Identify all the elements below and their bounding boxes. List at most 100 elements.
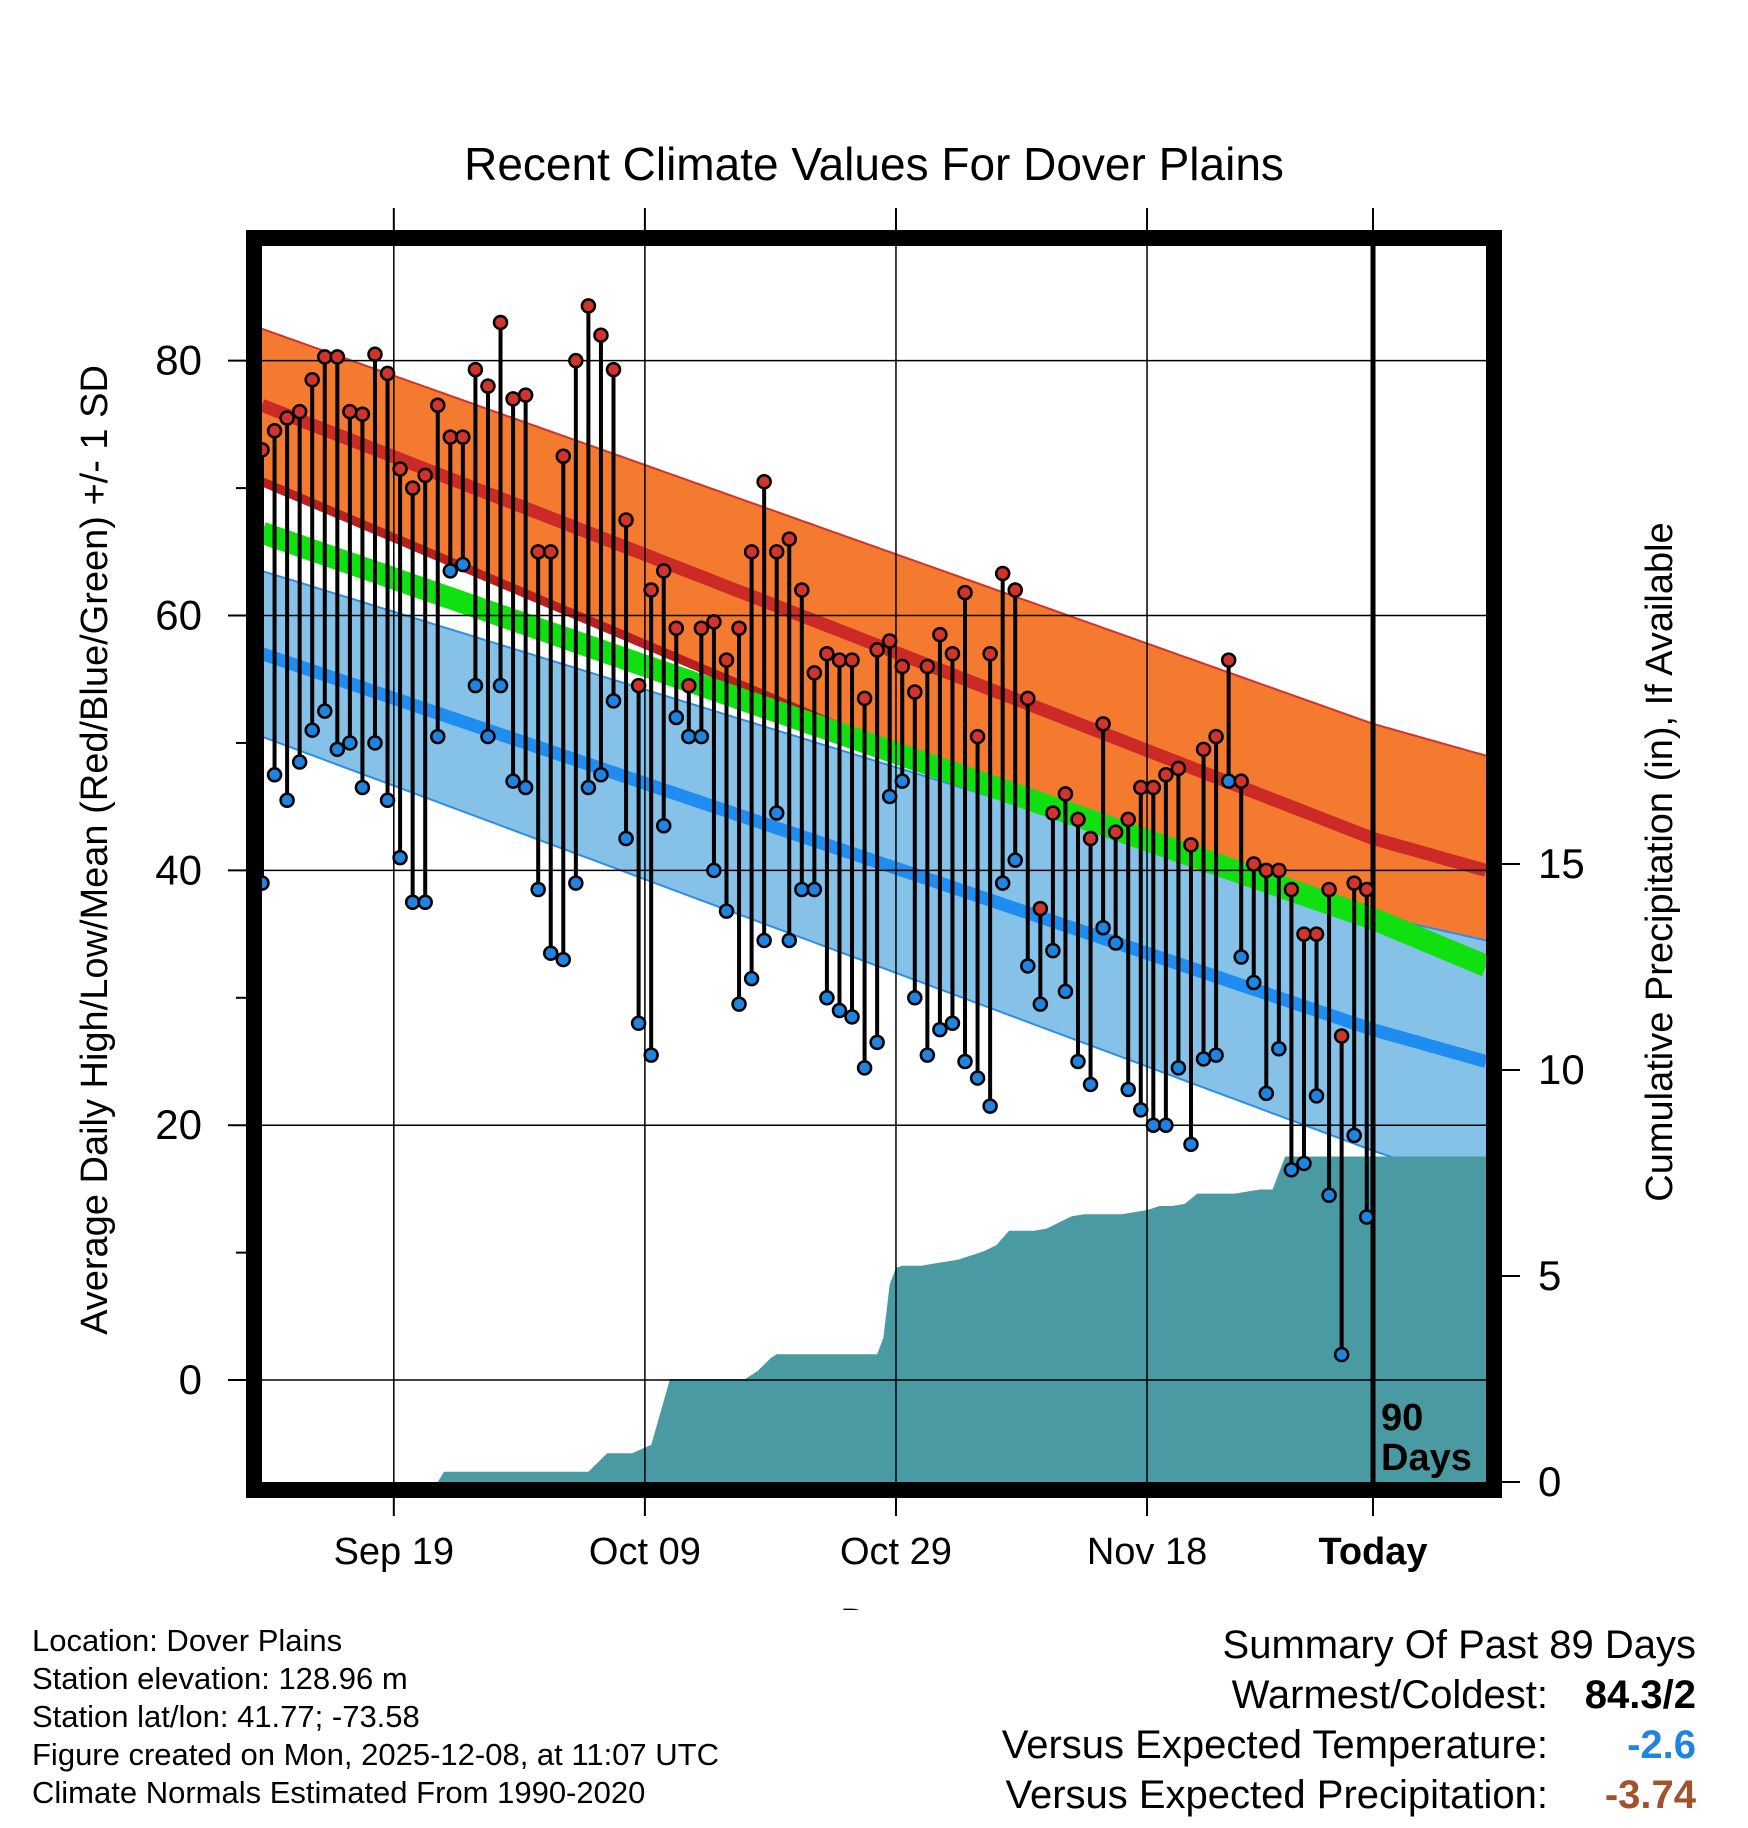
y-tick-label: 60 xyxy=(155,592,202,639)
daily-low-point xyxy=(668,709,685,726)
daily-high-point xyxy=(756,473,772,490)
daily-high-point xyxy=(404,480,421,496)
daily-low-point xyxy=(806,881,823,898)
daily-high-point xyxy=(317,349,333,365)
y-axis-label: Average Daily High/Low/Mean (Red/Blue/Gr… xyxy=(74,365,116,1335)
daily-high-point xyxy=(957,584,973,601)
precip-area xyxy=(262,1156,1486,1482)
daily-low-point xyxy=(1057,983,1074,1000)
daily-low-point xyxy=(718,903,735,919)
daily-high-point xyxy=(806,665,823,681)
daily-high-point xyxy=(655,563,672,579)
y2-tick-label: 0 xyxy=(1538,1458,1561,1505)
daily-low-point xyxy=(655,818,672,834)
daily-low-point xyxy=(1032,996,1049,1012)
daily-low-point xyxy=(781,932,798,949)
daily-high-point xyxy=(731,620,747,637)
daily-low-point xyxy=(1045,942,1061,959)
today-days-label: Days xyxy=(1381,1437,1472,1479)
daily-high-point xyxy=(618,512,634,528)
daily-high-point xyxy=(605,361,622,378)
daily-high-point xyxy=(869,642,885,658)
daily-high-point xyxy=(1170,760,1187,777)
y-tick-label: 80 xyxy=(155,337,202,384)
daily-high-point xyxy=(392,461,408,477)
high-sd-upper-line xyxy=(261,327,1487,757)
daily-low-point xyxy=(1158,1117,1174,1133)
warm-cold-label: Warmest/Coldest: xyxy=(1231,1673,1548,1717)
info-normals: Climate Normals Estimated From 1990-2020 xyxy=(32,1775,646,1810)
daily-high-point xyxy=(291,403,308,420)
summary-title: Summary Of Past 89 Days xyxy=(1222,1623,1696,1667)
daily-high-point xyxy=(1120,811,1136,828)
daily-high-point xyxy=(1070,811,1086,828)
daily-low-point xyxy=(693,728,710,745)
daily-low-point xyxy=(869,1034,885,1051)
daily-low-point xyxy=(417,894,433,910)
summary-precip: Versus Expected Precipitation: -3.74 xyxy=(1002,1770,1696,1820)
daily-high-point xyxy=(1107,824,1124,840)
daily-high-point xyxy=(944,646,961,662)
daily-low-point xyxy=(743,970,760,987)
daily-low-point xyxy=(844,1009,860,1025)
daily-low-point xyxy=(1233,949,1249,965)
daily-high-point xyxy=(455,429,471,445)
daily-high-point xyxy=(342,403,358,420)
x-tick-label: Oct 09 xyxy=(589,1531,701,1573)
plot-frame xyxy=(246,230,1502,1498)
daily-low-point xyxy=(919,1047,936,1063)
low-mean-line xyxy=(259,647,1488,1068)
daily-low-point xyxy=(1321,1187,1337,1204)
daily-low-point xyxy=(542,945,559,961)
daily-low-point xyxy=(392,849,408,866)
daily-low-point xyxy=(731,996,747,1012)
daily-low-point xyxy=(856,1060,873,1076)
daily-high-point xyxy=(430,397,446,414)
daily-high-point xyxy=(794,582,810,598)
avg-mean-line xyxy=(258,522,1491,977)
daily-high-point xyxy=(354,406,371,422)
daily-high-point xyxy=(982,646,998,662)
daily-high-point xyxy=(1321,881,1337,898)
daily-low-point xyxy=(1120,1081,1136,1098)
warm-cold-value: 84.3/2 xyxy=(1584,1673,1696,1717)
daily-low-point xyxy=(1095,919,1111,936)
daily-low-point xyxy=(580,779,597,796)
daily-low-point xyxy=(1133,1102,1149,1118)
daily-high-point xyxy=(643,582,659,598)
daily-low-point xyxy=(266,767,283,783)
daily-high-point xyxy=(1258,862,1275,879)
daily-low-point xyxy=(618,830,634,847)
daily-low-point xyxy=(555,951,572,968)
daily-high-point xyxy=(517,387,534,403)
daily-low-point xyxy=(379,792,396,809)
daily-high-point xyxy=(743,544,760,560)
y-tick-label: 40 xyxy=(155,846,202,893)
daily-high-point xyxy=(505,391,521,407)
daily-high-point xyxy=(266,423,283,439)
daily-high-point xyxy=(844,652,860,668)
daily-high-point xyxy=(492,314,509,331)
daily-high-point xyxy=(1346,875,1362,891)
daily-high-point xyxy=(580,298,597,314)
daily-low-point xyxy=(1346,1127,1362,1144)
daily-high-point xyxy=(1133,779,1149,796)
daily-low-point xyxy=(1145,1117,1162,1133)
daily-high-point xyxy=(681,677,697,694)
info-latlon: Station lat/lon: 41.77; -73.58 xyxy=(32,1699,420,1734)
daily-low-point xyxy=(1258,1085,1275,1102)
daily-high-point xyxy=(919,658,936,675)
daily-high-point xyxy=(1195,741,1212,758)
daily-low-point xyxy=(944,1015,961,1032)
x-tick-label: Nov 18 xyxy=(1087,1531,1207,1573)
daily-high-point xyxy=(442,429,459,445)
daily-low-point xyxy=(517,779,534,796)
daily-low-point xyxy=(1208,1047,1224,1063)
daily-high-point xyxy=(1333,1028,1350,1044)
daily-high-point xyxy=(542,544,559,560)
x-tick-label: Oct 29 xyxy=(840,1531,952,1573)
daily-high-point xyxy=(668,620,685,637)
daily-high-point xyxy=(1233,773,1249,789)
daily-low-point xyxy=(279,792,295,809)
y-tick-label: 0 xyxy=(179,1356,202,1403)
